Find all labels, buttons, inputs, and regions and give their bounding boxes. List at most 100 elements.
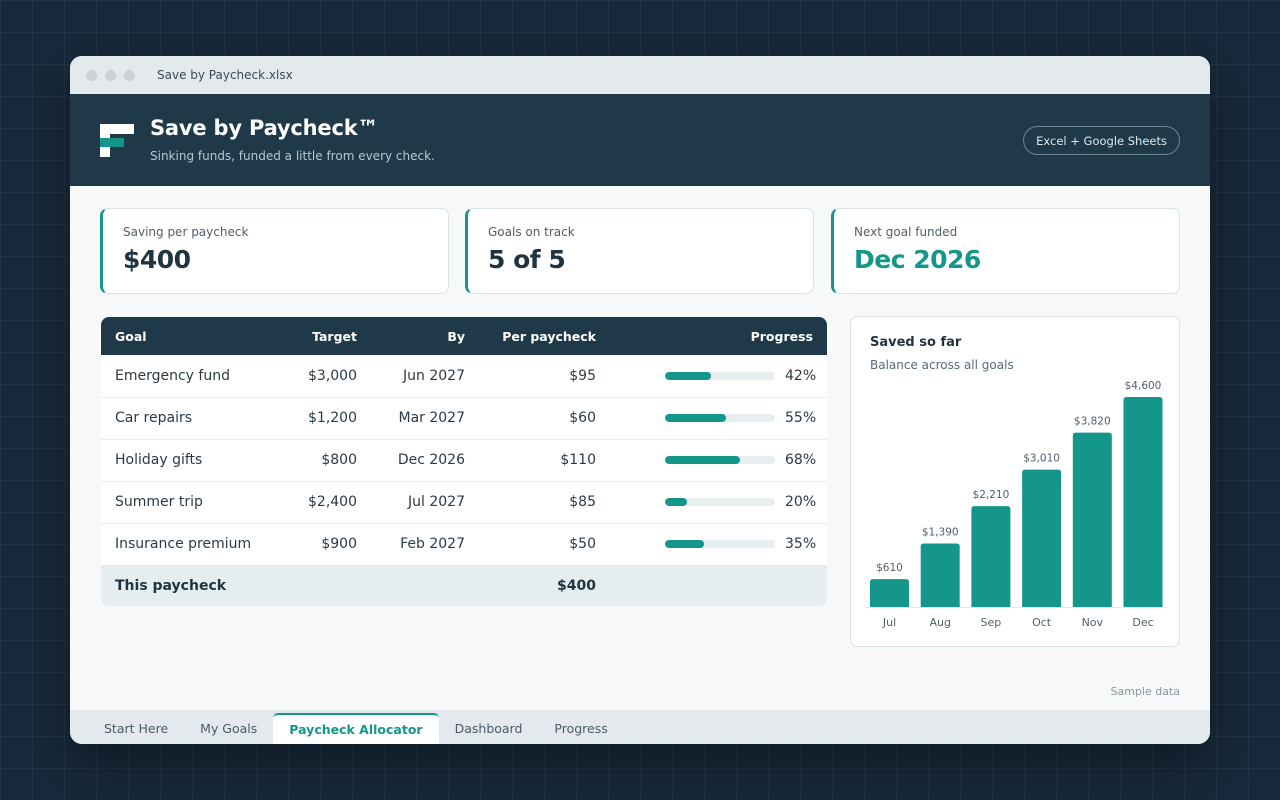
kpi-card-next-goal-funded: Next goal funded Dec 2026 bbox=[831, 208, 1180, 294]
goal-cell[interactable]: Car repairs bbox=[115, 410, 193, 426]
target-cell[interactable]: $800 bbox=[321, 452, 357, 468]
bar-sep[interactable] bbox=[971, 506, 1011, 607]
progress-bar bbox=[665, 498, 775, 506]
per-paycheck-cell[interactable]: $50 bbox=[569, 536, 596, 553]
sheet-tab-paycheck-allocator[interactable]: Paycheck Allocator bbox=[273, 713, 439, 744]
per-paycheck-cell[interactable]: $95 bbox=[569, 367, 596, 384]
column-header-goal[interactable]: Goal bbox=[115, 328, 147, 344]
kpi-value: $400 bbox=[123, 245, 191, 274]
bar-value-label: $3,820 bbox=[1074, 416, 1111, 428]
progress-bar-fill bbox=[665, 498, 687, 506]
bar-value-label: $1,390 bbox=[922, 527, 959, 539]
progress-cell: 35% bbox=[610, 523, 827, 565]
by-cell[interactable]: Feb 2027 bbox=[400, 536, 465, 553]
progress-percent: 35% bbox=[785, 536, 817, 553]
bar-value-label: $610 bbox=[876, 562, 903, 574]
brand-logo-icon bbox=[100, 124, 134, 158]
bar-value-label: $2,210 bbox=[973, 489, 1010, 501]
progress-cell: 55% bbox=[610, 397, 827, 439]
goal-cell[interactable]: Summer trip bbox=[115, 494, 203, 510]
progress-bar bbox=[665, 371, 775, 380]
kpi-label: Next goal funded bbox=[854, 225, 958, 239]
kpi-value: Dec 2026 bbox=[854, 245, 981, 274]
window-maximize-dot[interactable] bbox=[124, 69, 135, 81]
progress-bar bbox=[665, 540, 775, 549]
per-paycheck-cell[interactable]: $60 bbox=[569, 410, 596, 426]
x-axis-tick-label: Dec bbox=[1132, 616, 1153, 629]
total-value: $400 bbox=[557, 577, 596, 594]
bar-oct[interactable] bbox=[1022, 469, 1062, 607]
goal-cell[interactable]: Emergency fund bbox=[115, 367, 230, 384]
progress-bar bbox=[665, 456, 775, 464]
sheet-tab-start-here[interactable]: Start Here bbox=[104, 721, 169, 736]
target-cell[interactable]: $1,200 bbox=[308, 410, 357, 426]
table-row[interactable]: Emergency fund $3,000 Jun 2027 $95 42% bbox=[101, 355, 827, 397]
x-axis-tick-label: Jul bbox=[882, 616, 896, 629]
progress-bar-fill bbox=[665, 456, 740, 464]
progress-percent: 42% bbox=[785, 367, 817, 384]
progress-percent: 20% bbox=[785, 494, 817, 510]
column-header-target[interactable]: Target bbox=[312, 328, 357, 344]
progress-percent: 68% bbox=[785, 452, 817, 468]
bar-dec[interactable] bbox=[1123, 397, 1163, 607]
table-row[interactable]: Insurance premium $900 Feb 2027 $50 35% bbox=[101, 523, 827, 565]
goal-cell[interactable]: Holiday gifts bbox=[115, 452, 203, 468]
progress-cell: 68% bbox=[610, 439, 827, 481]
total-label: This paycheck bbox=[115, 577, 227, 594]
x-axis-tick-label: Sep bbox=[981, 616, 1002, 629]
app-header: Save by Paycheck™ Sinking funds, funded … bbox=[70, 94, 1210, 186]
by-cell[interactable]: Mar 2027 bbox=[398, 410, 466, 426]
target-cell[interactable]: $900 bbox=[321, 536, 357, 553]
target-cell[interactable]: $2,400 bbox=[308, 494, 357, 510]
platform-badge-button[interactable]: Excel + Google Sheets bbox=[1023, 126, 1180, 155]
per-paycheck-cell[interactable]: $85 bbox=[569, 494, 596, 510]
column-header-by[interactable]: By bbox=[447, 328, 465, 344]
per-paycheck-cell[interactable]: $110 bbox=[560, 452, 596, 468]
title-bar: Save by Paycheck.xlsx bbox=[70, 56, 1210, 94]
kpi-card-goals-on-track: Goals on track 5 of 5 bbox=[465, 208, 814, 294]
window-title: Save by Paycheck.xlsx bbox=[157, 68, 293, 82]
bar-value-label: $4,600 bbox=[1125, 380, 1162, 392]
table-row[interactable]: Summer trip $2,400 Jul 2027 $85 20% bbox=[101, 481, 827, 523]
progress-percent: 55% bbox=[785, 410, 817, 426]
saved-so-far-chart-card: Saved so far Balance across all goals $6… bbox=[850, 316, 1180, 647]
kpi-card-saving-per-paycheck: Saving per paycheck $400 bbox=[100, 208, 449, 294]
sheet-tab-my-goals[interactable]: My Goals bbox=[200, 721, 258, 736]
by-cell[interactable]: Dec 2026 bbox=[397, 452, 465, 468]
column-header-progress[interactable]: Progress bbox=[750, 328, 813, 344]
table-header-row: Goal Target By Per paycheck Progress bbox=[101, 317, 827, 355]
progress-bar bbox=[665, 414, 775, 422]
by-cell[interactable]: Jun 2027 bbox=[403, 367, 465, 384]
progress-bar-fill bbox=[665, 414, 726, 422]
kpi-value: 5 of 5 bbox=[488, 245, 566, 274]
sheet-tab-bar: Start Here My Goals Paycheck Allocator Dash… bbox=[70, 710, 1210, 744]
goal-cell[interactable]: Insurance premium bbox=[115, 536, 252, 553]
sheet-tab-dashboard[interactable]: Dashboard bbox=[454, 721, 523, 736]
table-row[interactable]: Car repairs $1,200 Mar 2027 $60 55% bbox=[101, 397, 827, 439]
bar-jul[interactable] bbox=[870, 579, 909, 607]
column-header-per-paycheck[interactable]: Per paycheck bbox=[502, 328, 596, 344]
chart-title: Saved so far bbox=[870, 335, 962, 350]
bar-aug[interactable] bbox=[920, 543, 960, 607]
progress-cell: 42% bbox=[610, 355, 827, 397]
table-row[interactable]: Holiday gifts $800 Dec 2026 $110 68% bbox=[101, 439, 827, 481]
sheet-tab-progress[interactable]: Progress bbox=[554, 721, 608, 736]
goals-table: Goal Target By Per paycheck Progress Eme… bbox=[101, 317, 827, 606]
by-cell[interactable]: Jul 2027 bbox=[408, 494, 465, 510]
kpi-label: Saving per paycheck bbox=[123, 225, 249, 239]
progress-bar-fill bbox=[665, 540, 704, 549]
progress-bar-fill bbox=[665, 371, 712, 380]
total-row: This paycheck $400 bbox=[101, 565, 827, 606]
bar-value-label: $3,010 bbox=[1023, 453, 1060, 465]
x-axis-tick-label: Nov bbox=[1082, 616, 1104, 629]
chart-subtitle: Balance across all goals bbox=[870, 358, 1014, 372]
kpi-label: Goals on track bbox=[488, 225, 575, 239]
window-minimize-dot[interactable] bbox=[105, 69, 116, 81]
app-title: Save by Paycheck™ bbox=[150, 116, 379, 140]
sample-data-note: Sample data bbox=[1110, 685, 1180, 698]
window-close-dot[interactable] bbox=[86, 69, 97, 81]
bar-nov[interactable] bbox=[1072, 432, 1112, 607]
x-axis-tick-label: Aug bbox=[929, 616, 950, 629]
target-cell[interactable]: $3,000 bbox=[308, 367, 357, 384]
spreadsheet-window: Save by Paycheck.xlsx Save by Paycheck™ … bbox=[70, 56, 1210, 744]
